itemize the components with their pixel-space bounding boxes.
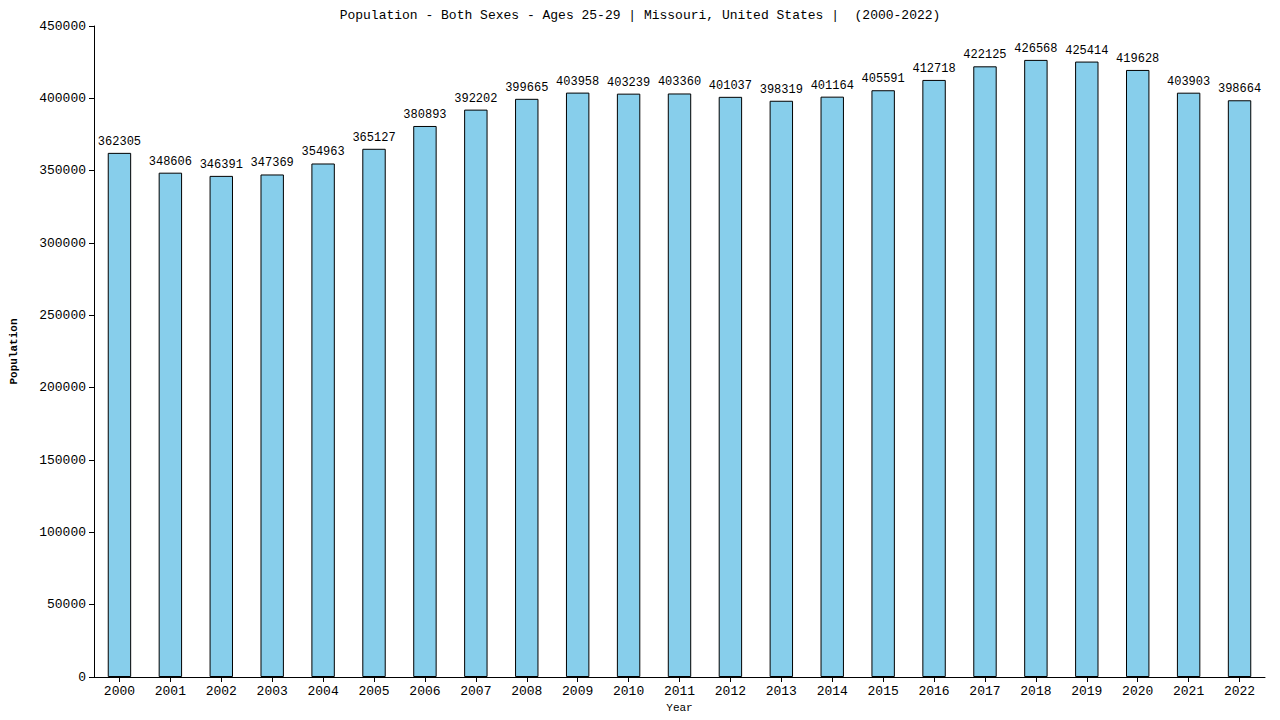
- svg-text:347369: 347369: [251, 156, 294, 170]
- svg-text:425414: 425414: [1065, 44, 1108, 58]
- svg-text:2000: 2000: [104, 684, 135, 699]
- svg-text:2005: 2005: [358, 684, 389, 699]
- svg-text:403903: 403903: [1167, 75, 1210, 89]
- svg-text:2015: 2015: [868, 684, 899, 699]
- svg-text:380893: 380893: [403, 108, 446, 122]
- svg-text:346391: 346391: [200, 158, 243, 172]
- svg-text:2001: 2001: [155, 684, 186, 699]
- svg-text:450000: 450000: [39, 19, 86, 34]
- svg-text:2003: 2003: [257, 684, 288, 699]
- svg-text:403360: 403360: [658, 75, 701, 89]
- svg-text:365127: 365127: [352, 131, 395, 145]
- svg-text:2011: 2011: [664, 684, 695, 699]
- svg-text:2008: 2008: [511, 684, 542, 699]
- svg-text:2019: 2019: [1071, 684, 1102, 699]
- svg-text:422125: 422125: [963, 48, 1006, 62]
- svg-text:403958: 403958: [556, 75, 599, 89]
- svg-text:392202: 392202: [454, 92, 497, 106]
- svg-text:50000: 50000: [47, 597, 86, 612]
- svg-text:150000: 150000: [39, 453, 86, 468]
- svg-text:2004: 2004: [307, 684, 338, 699]
- svg-text:0: 0: [78, 670, 86, 685]
- svg-text:399665: 399665: [505, 81, 548, 95]
- svg-text:405591: 405591: [862, 72, 905, 86]
- svg-text:354963: 354963: [301, 145, 344, 159]
- svg-text:2014: 2014: [817, 684, 848, 699]
- svg-text:2017: 2017: [969, 684, 1000, 699]
- svg-text:362305: 362305: [98, 135, 141, 149]
- svg-text:Population: Population: [8, 318, 20, 384]
- svg-text:2020: 2020: [1122, 684, 1153, 699]
- svg-text:2012: 2012: [715, 684, 746, 699]
- svg-text:350000: 350000: [39, 163, 86, 178]
- svg-text:250000: 250000: [39, 308, 86, 323]
- svg-text:200000: 200000: [39, 380, 86, 395]
- svg-text:403239: 403239: [607, 76, 650, 90]
- svg-text:2002: 2002: [206, 684, 237, 699]
- svg-text:2022: 2022: [1224, 684, 1255, 699]
- svg-text:Year: Year: [666, 702, 692, 714]
- svg-text:2018: 2018: [1020, 684, 1051, 699]
- svg-text:401164: 401164: [811, 79, 854, 93]
- svg-text:300000: 300000: [39, 236, 86, 251]
- svg-text:2010: 2010: [613, 684, 644, 699]
- svg-text:348606: 348606: [149, 155, 192, 169]
- svg-text:Population - Both Sexes - Ages: Population - Both Sexes - Ages 25-29 | M…: [340, 8, 941, 23]
- svg-text:2006: 2006: [409, 684, 440, 699]
- svg-text:398319: 398319: [760, 83, 803, 97]
- svg-text:2021: 2021: [1173, 684, 1204, 699]
- svg-text:426568: 426568: [1014, 42, 1057, 56]
- svg-text:2013: 2013: [766, 684, 797, 699]
- svg-text:400000: 400000: [39, 91, 86, 106]
- svg-text:419628: 419628: [1116, 52, 1159, 66]
- svg-text:398664: 398664: [1218, 82, 1261, 96]
- svg-text:412718: 412718: [912, 62, 955, 76]
- svg-text:100000: 100000: [39, 525, 86, 540]
- svg-text:2007: 2007: [460, 684, 491, 699]
- svg-text:2009: 2009: [562, 684, 593, 699]
- svg-text:2016: 2016: [918, 684, 949, 699]
- svg-text:401037: 401037: [709, 79, 752, 93]
